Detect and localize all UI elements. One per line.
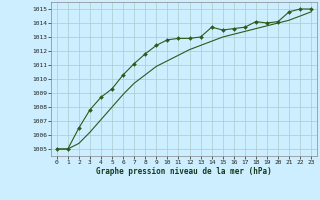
X-axis label: Graphe pression niveau de la mer (hPa): Graphe pression niveau de la mer (hPa) [96, 167, 272, 176]
